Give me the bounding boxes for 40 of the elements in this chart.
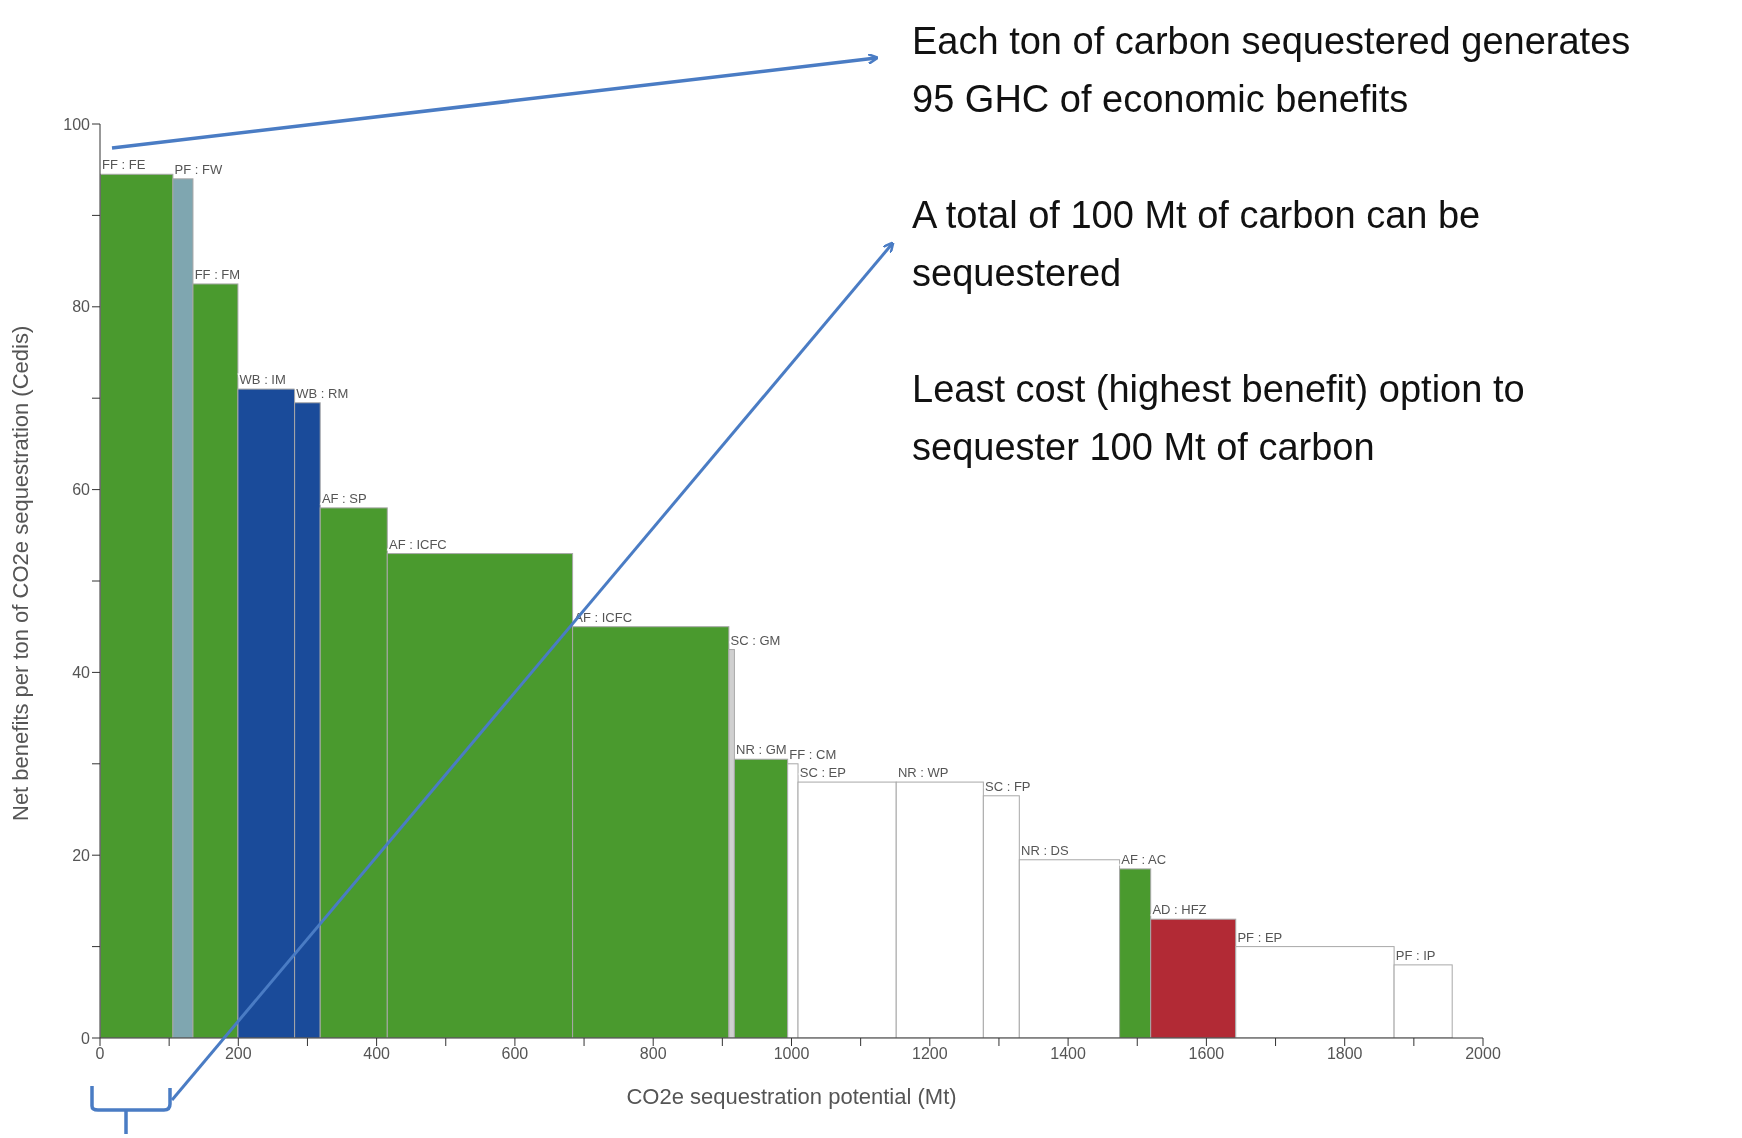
annotation: Least cost (highest benefit) option to sequester 100 Mt of carbon	[912, 367, 1526, 470]
annotation: PF : FW	[174, 161, 223, 177]
y-tick-label: 40	[72, 664, 91, 682]
annotation: AF : ICFC	[388, 536, 447, 552]
x-axis-title: CO2e sequestration potential (Mt)	[626, 1084, 957, 1109]
annotation: PF : EP	[1237, 929, 1283, 945]
y-tick-label: 0	[81, 1029, 91, 1047]
annotation: NR : DS	[1021, 842, 1069, 858]
y-tick-label: 20	[72, 846, 91, 864]
x-tick-label: 1800	[1326, 1045, 1363, 1063]
annotation: AF : AC	[1121, 851, 1167, 867]
y-tick-label: 60	[72, 481, 91, 499]
x-tick-label: 600	[501, 1045, 529, 1063]
annotation: SC : GM	[730, 632, 781, 648]
annotation: FF : FM	[194, 266, 241, 282]
x-tick-label: 1200	[912, 1045, 948, 1063]
x-tick-label: 1400	[1050, 1045, 1086, 1063]
x-tick-label: 800	[639, 1045, 667, 1063]
annotation: FF : CM	[789, 746, 837, 762]
annotation: A total of 100 Mt of carbon can be sequestered	[912, 193, 1482, 296]
y-tick-label: 80	[72, 298, 91, 316]
x-tick-label: 2000	[1465, 1045, 1501, 1063]
annotation: WB : IM	[239, 372, 286, 388]
annotation: WB : RM	[296, 385, 349, 401]
x-tick-label: 200	[224, 1045, 252, 1063]
x-tick-label: 1000	[773, 1045, 810, 1063]
annotation: FF : FE	[102, 157, 146, 173]
annotation: PF : IP	[1395, 947, 1436, 963]
y-tick-label: 100	[63, 115, 91, 133]
annotation: NR : GM	[736, 742, 787, 758]
text: Each ton of carbon sequestered generates 95 GHC of economic benefits	[912, 19, 1632, 122]
x-tick-label: 0	[95, 1045, 105, 1063]
annotation: SC : FP	[985, 778, 1031, 794]
annotation: AD : HFZ	[1152, 902, 1207, 918]
x-tick-label: 400	[363, 1045, 391, 1063]
y-axis-title: Net benefits per ton of CO2e sequestration (Cedis)	[7, 325, 33, 821]
annotation: AF : SP	[321, 490, 367, 506]
x-tick-label: 1600	[1188, 1045, 1225, 1063]
annotation: NR : WP	[897, 765, 949, 781]
annotation: SC : EP	[799, 765, 846, 781]
